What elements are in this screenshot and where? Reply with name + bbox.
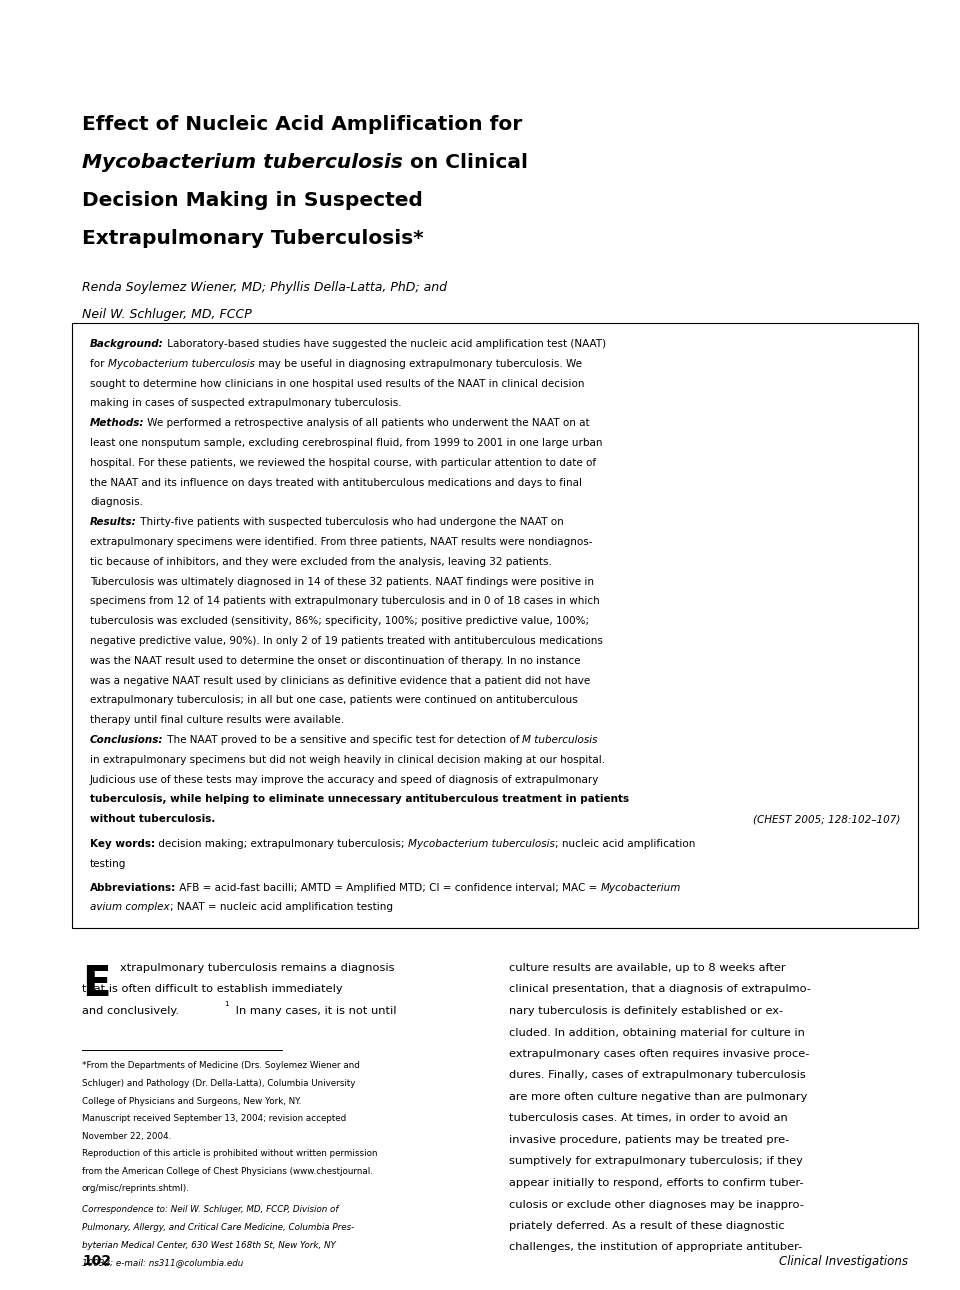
- Text: may be useful in diagnosing extrapulmonary tuberculosis. We: may be useful in diagnosing extrapulmona…: [254, 359, 582, 369]
- Text: M tuberculosis: M tuberculosis: [522, 735, 598, 746]
- Text: Methods:: Methods:: [90, 418, 145, 428]
- Text: was a negative NAAT result used by clinicians as definitive evidence that a pati: was a negative NAAT result used by clini…: [90, 676, 590, 685]
- Text: *From the Departments of Medicine (Drs. Soylemez Wiener and: *From the Departments of Medicine (Drs. …: [82, 1062, 360, 1071]
- Text: Background:: Background:: [90, 339, 164, 350]
- Text: on Clinical: on Clinical: [403, 154, 528, 172]
- Text: 1: 1: [224, 1001, 228, 1007]
- Text: least one nonsputum sample, excluding cerebrospinal fluid, from 1999 to 2001 in : least one nonsputum sample, excluding ce…: [90, 439, 603, 448]
- Text: Mycobacterium: Mycobacterium: [601, 882, 682, 893]
- Text: decision making; extrapulmonary tuberculosis;: decision making; extrapulmonary tubercul…: [156, 838, 408, 849]
- Text: Extrapulmonary Tuberculosis*: Extrapulmonary Tuberculosis*: [82, 230, 423, 248]
- Text: ; NAAT = nucleic acid amplification testing: ; NAAT = nucleic acid amplification test…: [170, 902, 393, 912]
- Text: for: for: [90, 359, 108, 369]
- Text: tic because of inhibitors, and they were excluded from the analysis, leaving 32 : tic because of inhibitors, and they were…: [90, 557, 552, 566]
- Text: clinical presentation, that a diagnosis of extrapulmo-: clinical presentation, that a diagnosis …: [509, 984, 811, 995]
- Text: November 22, 2004.: November 22, 2004.: [82, 1131, 171, 1140]
- Text: ; nucleic acid amplification: ; nucleic acid amplification: [555, 838, 695, 849]
- Text: culture results are available, up to 8 weeks after: culture results are available, up to 8 w…: [509, 964, 785, 973]
- Text: Judicious use of these tests may improve the accuracy and speed of diagnosis of : Judicious use of these tests may improve…: [90, 774, 599, 784]
- Text: Mycobacterium tuberculosis: Mycobacterium tuberculosis: [82, 154, 403, 172]
- Text: invasive procedure, patients may be treated pre-: invasive procedure, patients may be trea…: [509, 1135, 789, 1146]
- Text: without tuberculosis.: without tuberculosis.: [90, 814, 215, 824]
- Text: Mycobacterium tuberculosis: Mycobacterium tuberculosis: [108, 359, 254, 369]
- Text: Results:: Results:: [90, 517, 136, 528]
- Text: extrapulmonary specimens were identified. From three patients, NAAT results were: extrapulmonary specimens were identified…: [90, 537, 592, 547]
- Text: therapy until final culture results were available.: therapy until final culture results were…: [90, 715, 344, 725]
- Text: diagnosis.: diagnosis.: [90, 498, 143, 507]
- Text: Neil W. Schluger, MD, FCCP: Neil W. Schluger, MD, FCCP: [82, 308, 252, 321]
- Text: was the NAAT result used to determine the onset or discontinuation of therapy. I: was the NAAT result used to determine th…: [90, 655, 581, 666]
- Text: nary tuberculosis is definitely established or ex-: nary tuberculosis is definitely establis…: [509, 1006, 783, 1017]
- Text: Effect of Nucleic Acid Amplification for: Effect of Nucleic Acid Amplification for: [82, 115, 522, 134]
- Text: org/misc/reprints.shtml).: org/misc/reprints.shtml).: [82, 1184, 190, 1193]
- Text: Pulmonary, Allergy, and Critical Care Medicine, Columbia Pres-: Pulmonary, Allergy, and Critical Care Me…: [82, 1223, 354, 1232]
- Text: Renda Soylemez Wiener, MD; Phyllis Della-Latta, PhD; and: Renda Soylemez Wiener, MD; Phyllis Della…: [82, 281, 447, 294]
- Text: and conclusively.: and conclusively.: [82, 1006, 180, 1017]
- Text: Tuberculosis was ultimately diagnosed in 14 of these 32 patients. NAAT findings : Tuberculosis was ultimately diagnosed in…: [90, 577, 594, 587]
- Text: cluded. In addition, obtaining material for culture in: cluded. In addition, obtaining material …: [509, 1028, 804, 1037]
- Text: Mycobacterium tuberculosis: Mycobacterium tuberculosis: [408, 838, 555, 849]
- Text: culosis or exclude other diagnoses may be inappro-: culosis or exclude other diagnoses may b…: [509, 1200, 804, 1210]
- Text: extrapulmonary tuberculosis; in all but one case, patients were continued on ant: extrapulmonary tuberculosis; in all but …: [90, 695, 578, 706]
- Text: College of Physicians and Surgeons, New York, NY.: College of Physicians and Surgeons, New …: [82, 1096, 301, 1106]
- Text: that is often difficult to establish immediately: that is often difficult to establish imm…: [82, 984, 343, 995]
- Text: Manuscript received September 13, 2004; revision accepted: Manuscript received September 13, 2004; …: [82, 1115, 347, 1124]
- Text: in extrapulmonary specimens but did not weigh heavily in clinical decision makin: in extrapulmonary specimens but did not …: [90, 755, 605, 765]
- Text: Key words:: Key words:: [90, 838, 156, 849]
- Text: tuberculosis, while helping to eliminate unnecessary antituberculous treatment i: tuberculosis, while helping to eliminate…: [90, 795, 629, 805]
- Text: Conclusions:: Conclusions:: [90, 735, 163, 746]
- Text: hospital. For these patients, we reviewed the hospital course, with particular a: hospital. For these patients, we reviewe…: [90, 458, 596, 468]
- FancyBboxPatch shape: [72, 322, 918, 928]
- Text: challenges, the institution of appropriate antituber-: challenges, the institution of appropria…: [509, 1242, 803, 1253]
- Text: dures. Finally, cases of extrapulmonary tuberculosis: dures. Finally, cases of extrapulmonary …: [509, 1071, 805, 1081]
- Text: byterian Medical Center, 630 West 168th St, New York, NY: byterian Medical Center, 630 West 168th …: [82, 1241, 336, 1250]
- Text: In many cases, it is not until: In many cases, it is not until: [232, 1006, 396, 1017]
- Text: Clinical Investigations: Clinical Investigations: [779, 1255, 908, 1268]
- Text: Laboratory-based studies have suggested the nucleic acid amplification test (NAA: Laboratory-based studies have suggested …: [164, 339, 606, 350]
- Text: E: E: [82, 964, 110, 1005]
- Text: the NAAT and its influence on days treated with antituberculous medications and : the NAAT and its influence on days treat…: [90, 477, 582, 488]
- Text: Thirty-five patients with suspected tuberculosis who had undergone the NAAT on: Thirty-five patients with suspected tube…: [136, 517, 564, 528]
- Text: 102: 102: [82, 1254, 111, 1268]
- Text: Abbreviations:: Abbreviations:: [90, 882, 177, 893]
- Text: avium complex: avium complex: [90, 902, 170, 912]
- Text: making in cases of suspected extrapulmonary tuberculosis.: making in cases of suspected extrapulmon…: [90, 399, 401, 409]
- Text: 10032; e-mail: ns311@columbia.edu: 10032; e-mail: ns311@columbia.edu: [82, 1258, 243, 1267]
- Text: xtrapulmonary tuberculosis remains a diagnosis: xtrapulmonary tuberculosis remains a dia…: [120, 964, 395, 973]
- Text: extrapulmonary cases often requires invasive proce-: extrapulmonary cases often requires inva…: [509, 1049, 809, 1059]
- Text: tuberculosis was excluded (sensitivity, 86%; specificity, 100%; positive predict: tuberculosis was excluded (sensitivity, …: [90, 617, 589, 626]
- Text: negative predictive value, 90%). In only 2 of 19 patients treated with antituber: negative predictive value, 90%). In only…: [90, 636, 603, 646]
- Text: Correspondence to: Neil W. Schluger, MD, FCCP, Division of: Correspondence to: Neil W. Schluger, MD,…: [82, 1205, 339, 1214]
- Text: specimens from 12 of 14 patients with extrapulmonary tuberculosis and in 0 of 18: specimens from 12 of 14 patients with ex…: [90, 596, 600, 606]
- Text: AFB = acid-fast bacilli; AMTD = Amplified MTD; CI = confidence interval; MAC =: AFB = acid-fast bacilli; AMTD = Amplifie…: [177, 882, 601, 893]
- Text: (CHEST 2005; 128:102–107): (CHEST 2005; 128:102–107): [753, 814, 900, 824]
- Text: We performed a retrospective analysis of all patients who underwent the NAAT on : We performed a retrospective analysis of…: [145, 418, 590, 428]
- Text: Reproduction of this article is prohibited without written permission: Reproduction of this article is prohibit…: [82, 1149, 377, 1158]
- Text: Schluger) and Pathology (Dr. Della-Latta), Columbia University: Schluger) and Pathology (Dr. Della-Latta…: [82, 1078, 355, 1087]
- Text: Decision Making in Suspected: Decision Making in Suspected: [82, 191, 422, 210]
- Text: are more often culture negative than are pulmonary: are more often culture negative than are…: [509, 1093, 807, 1102]
- Text: tuberculosis cases. At times, in order to avoid an: tuberculosis cases. At times, in order t…: [509, 1113, 788, 1124]
- Text: from the American College of Chest Physicians (www.chestjournal.: from the American College of Chest Physi…: [82, 1166, 372, 1175]
- Text: The NAAT proved to be a sensitive and specific test for detection of: The NAAT proved to be a sensitive and sp…: [163, 735, 522, 746]
- Text: testing: testing: [90, 859, 127, 868]
- Text: priately deferred. As a result of these diagnostic: priately deferred. As a result of these …: [509, 1222, 784, 1231]
- Text: appear initially to respond, efforts to confirm tuber-: appear initially to respond, efforts to …: [509, 1178, 804, 1188]
- Text: sumptively for extrapulmonary tuberculosis; if they: sumptively for extrapulmonary tuberculos…: [509, 1157, 803, 1166]
- Text: sought to determine how clinicians in one hospital used results of the NAAT in c: sought to determine how clinicians in on…: [90, 378, 585, 388]
